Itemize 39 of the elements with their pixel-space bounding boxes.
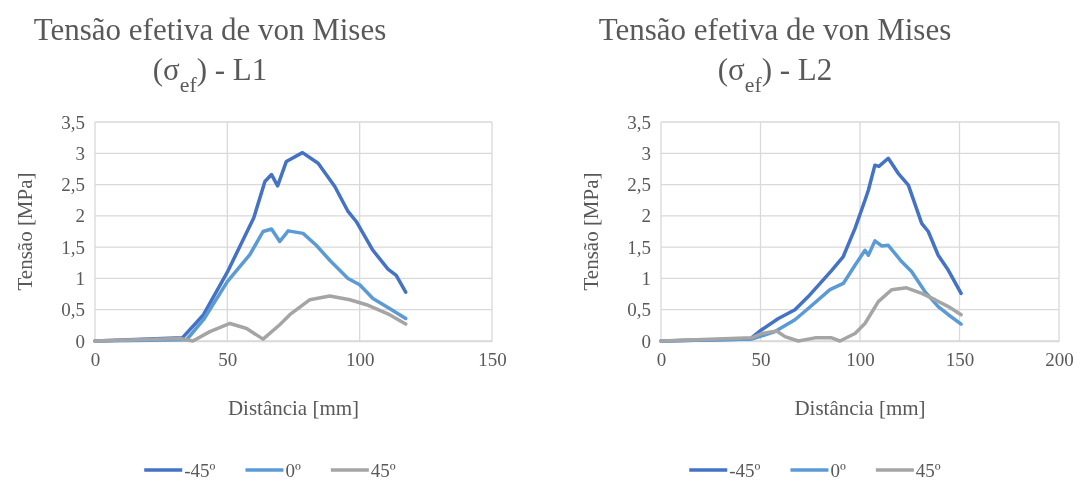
y-tick-label: 1,5: [61, 236, 85, 258]
legend-label: -45º: [729, 460, 761, 481]
y-tick-label: 3,5: [61, 111, 85, 133]
x-axis-title: Distância [mm]: [794, 396, 926, 420]
x-tick-label: 100: [846, 349, 875, 371]
x-axis-title: Distância [mm]: [227, 396, 360, 420]
y-tick-label: 0: [75, 330, 85, 352]
line-series: [659, 286, 963, 343]
chart-title: Tensão efetiva de von Mises (σ$_{ef}$) - L1: [33, 12, 387, 97]
x-tick-label: 50: [751, 349, 771, 371]
legend-label: 0º: [285, 460, 301, 481]
y-tick-label: 3: [75, 142, 85, 164]
x-tick-label: 200: [1045, 349, 1074, 371]
x-tick-label: 0: [656, 349, 667, 371]
x-tick-label: 0: [90, 349, 101, 371]
legend-label: -45º: [184, 460, 216, 481]
y-tick-label: 2: [75, 205, 85, 227]
x-tick-label: 100: [345, 349, 375, 371]
y-tick-label: 1: [641, 268, 651, 290]
y-axis-title: Tensão [MPa]: [13, 172, 37, 291]
y-tick-label: 2: [641, 205, 651, 227]
y-tick-label: 3: [641, 142, 651, 164]
y-tick-label: 1: [75, 268, 85, 290]
x-tick-label: 150: [945, 349, 975, 371]
y-tick-label: 2,5: [627, 174, 651, 196]
y-tick-label: 0: [641, 330, 651, 352]
legend-label: 45º: [370, 460, 396, 481]
y-axis-title: Tensão [MPa]: [579, 172, 603, 291]
line-series: [93, 294, 408, 343]
y-tick-label: 2,5: [61, 174, 85, 196]
legend-label: 45º: [915, 460, 941, 481]
y-tick-label: 0,5: [61, 299, 85, 321]
chart-title: Tensão efetiva de von Mises (σ$_{ef}$) - L2: [598, 12, 952, 97]
y-tick-label: 1,5: [627, 236, 651, 258]
y-tick-label: 3,5: [627, 111, 651, 133]
legend-label: 0º: [830, 460, 846, 481]
x-tick-label: 50: [218, 349, 238, 371]
y-tick-label: 0,5: [627, 299, 651, 321]
x-tick-label: 150: [478, 349, 507, 371]
